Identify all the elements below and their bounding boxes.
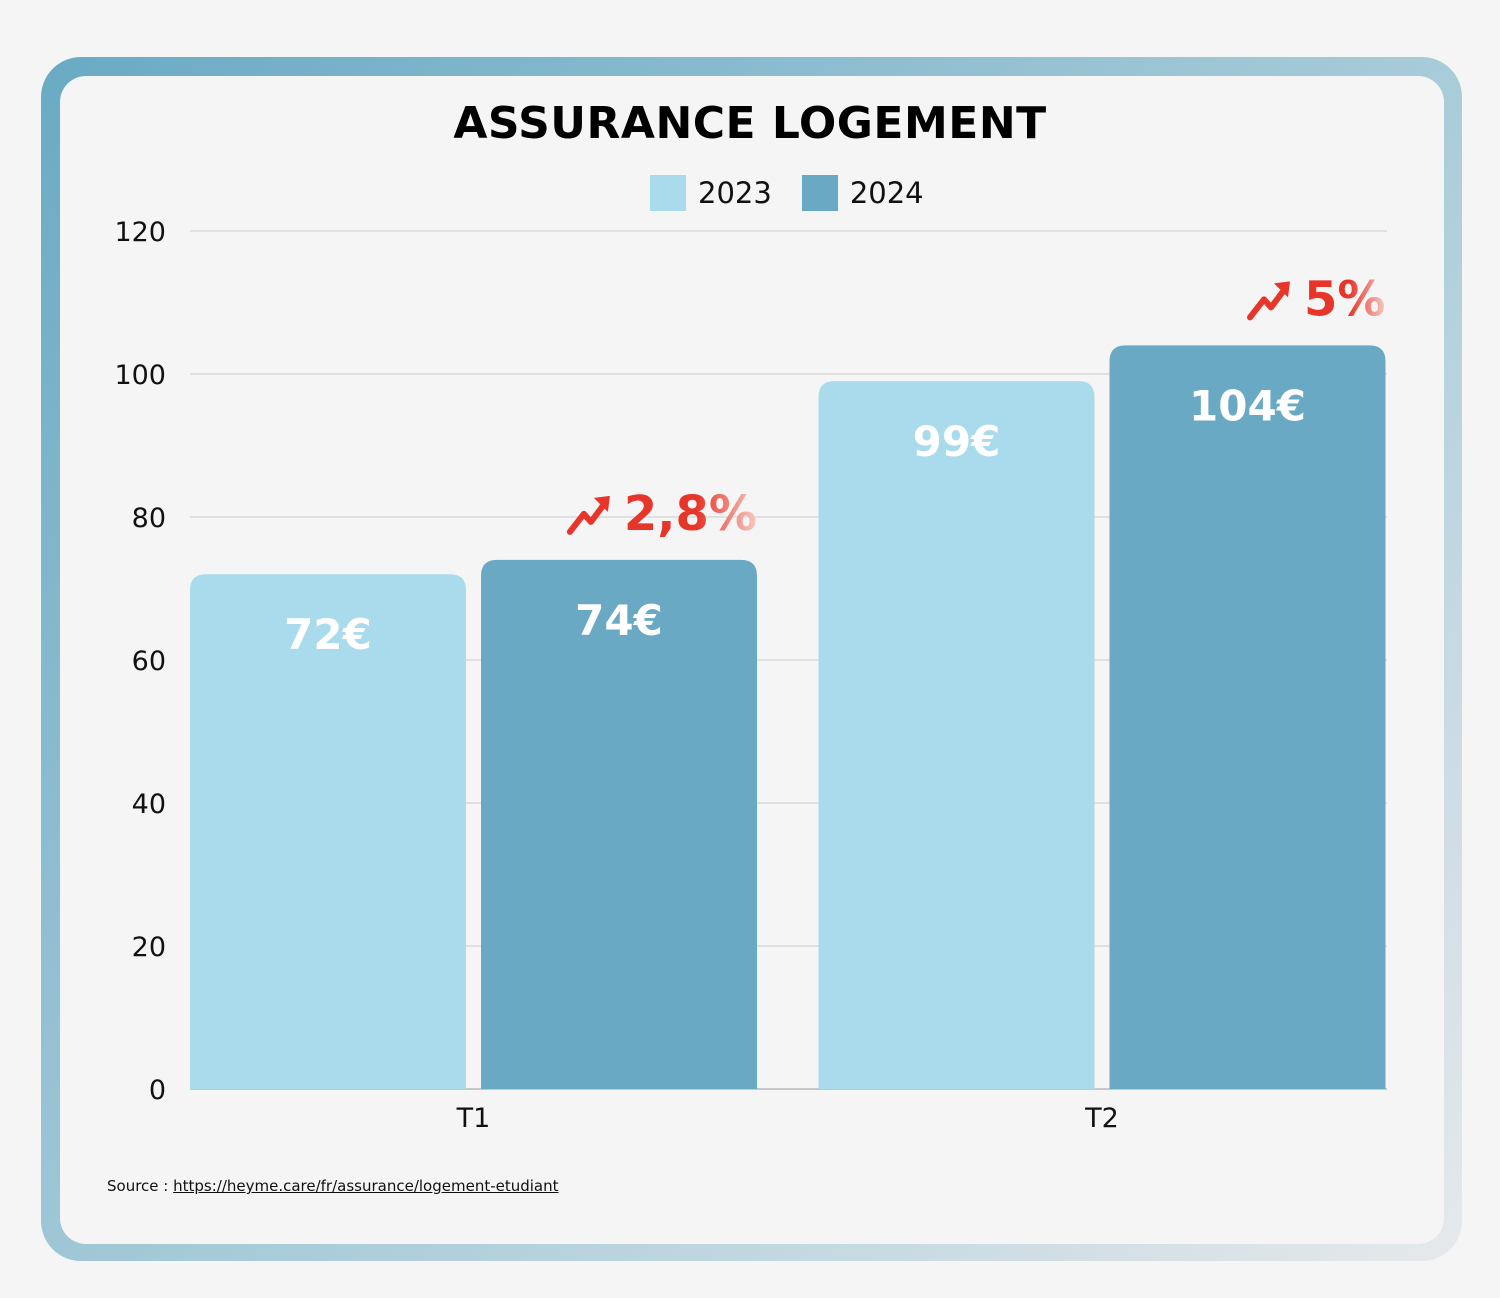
- legend-swatch-2024: [801, 175, 838, 211]
- y-tick-label-80: 80: [132, 503, 166, 534]
- legend-item-2023: 2023: [650, 175, 772, 211]
- y-tick-label-100: 100: [114, 360, 166, 391]
- chart-legend: 2023 2024: [650, 175, 954, 211]
- labels: 0 20 40 60 80 100 120 72€ 74€ 2,8% T1 99€ 104€ 5% T2: [114, 217, 1385, 1134]
- legend-item-2024: 2024: [801, 175, 924, 211]
- trending-up-arrow-icon: [1247, 281, 1290, 321]
- bar-T2-2024: [1109, 345, 1386, 1089]
- bar-T1-2024: [481, 559, 757, 1089]
- bar-T1-2023: [190, 574, 466, 1089]
- value-label-T1-2023: 72€: [284, 610, 372, 659]
- y-tick-label-40: 40: [132, 789, 166, 820]
- value-label-T1-2024: 74€: [575, 596, 663, 645]
- legend-label-2024: 2024: [849, 176, 924, 210]
- source-line: Source : https://heyme.care/fr/assurance…: [107, 1177, 559, 1195]
- value-label-T2-2024: 104€: [1189, 381, 1306, 430]
- legend-label-2023: 2023: [698, 176, 772, 210]
- increase-label-T2: 5%: [1304, 271, 1386, 327]
- bar-T2-2023: [818, 381, 1095, 1089]
- increase-label-T1: 2,8%: [624, 486, 757, 542]
- y-tick-label-120: 120: [114, 217, 166, 248]
- y-tick-label-60: 60: [132, 646, 166, 677]
- chart-title: ASSURANCE LOGEMENT: [453, 98, 1047, 149]
- y-tick-label-20: 20: [132, 932, 166, 963]
- source-prefix: Source :: [107, 1177, 174, 1195]
- x-tick-label-T1: T1: [456, 1103, 491, 1134]
- value-label-T2-2023: 99€: [913, 417, 1001, 466]
- bars: [190, 345, 1386, 1089]
- trending-up-arrow-icon: [566, 495, 610, 535]
- legend-swatch-2023: [650, 175, 686, 211]
- y-tick-label-0: 0: [149, 1075, 166, 1106]
- source-link[interactable]: https://heyme.care/fr/assurance/logement…: [173, 1177, 559, 1195]
- x-tick-label-T2: T2: [1084, 1103, 1119, 1134]
